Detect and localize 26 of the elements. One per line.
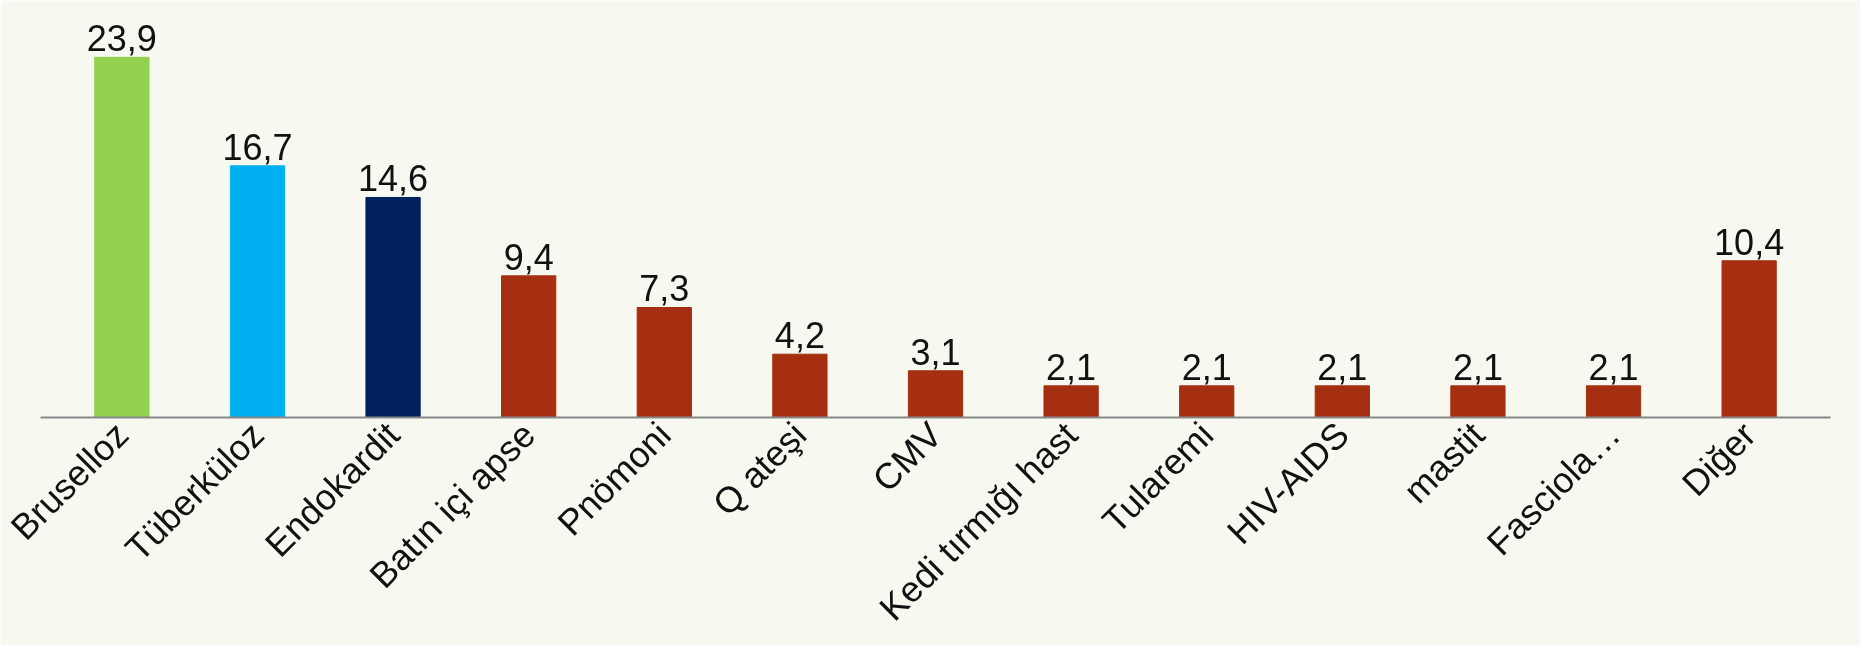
bar (501, 275, 557, 418)
bar (772, 353, 828, 418)
bar (94, 56, 150, 418)
data-label: 4,2 (774, 315, 825, 357)
data-label: 9,4 (503, 236, 554, 278)
bar (1179, 385, 1235, 418)
data-label: 7,3 (639, 268, 690, 310)
bar (365, 196, 421, 418)
bar (1721, 260, 1777, 418)
data-label: 10,4 (1714, 221, 1785, 263)
bar (229, 165, 286, 418)
data-label: 2,1 (1317, 346, 1368, 388)
data-label: 14,6 (358, 158, 429, 200)
bar (1043, 385, 1099, 418)
bar (1314, 385, 1370, 418)
data-label: 2,1 (1046, 346, 1097, 388)
data-label: 16,7 (222, 126, 293, 168)
data-label: 23,9 (86, 18, 157, 60)
bar (636, 306, 692, 418)
data-label: 2,1 (1588, 346, 1639, 388)
data-label: 2,1 (1181, 346, 1232, 388)
bar (1585, 385, 1642, 418)
bar (1450, 385, 1506, 418)
data-label: 2,1 (1452, 346, 1503, 388)
bar (907, 370, 964, 418)
data-label: 3,1 (910, 331, 961, 373)
